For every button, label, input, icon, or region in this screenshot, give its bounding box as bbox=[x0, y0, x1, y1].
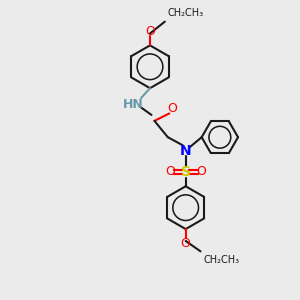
Text: HN: HN bbox=[123, 98, 144, 111]
Text: O: O bbox=[165, 166, 175, 178]
Text: O: O bbox=[167, 103, 177, 116]
Text: O: O bbox=[196, 166, 206, 178]
Text: O: O bbox=[145, 25, 155, 38]
Text: N: N bbox=[180, 144, 191, 158]
Text: S: S bbox=[181, 165, 191, 179]
Text: CH₂CH₃: CH₂CH₃ bbox=[203, 255, 240, 265]
Text: CH₂CH₃: CH₂CH₃ bbox=[168, 8, 204, 18]
Text: O: O bbox=[181, 237, 190, 250]
